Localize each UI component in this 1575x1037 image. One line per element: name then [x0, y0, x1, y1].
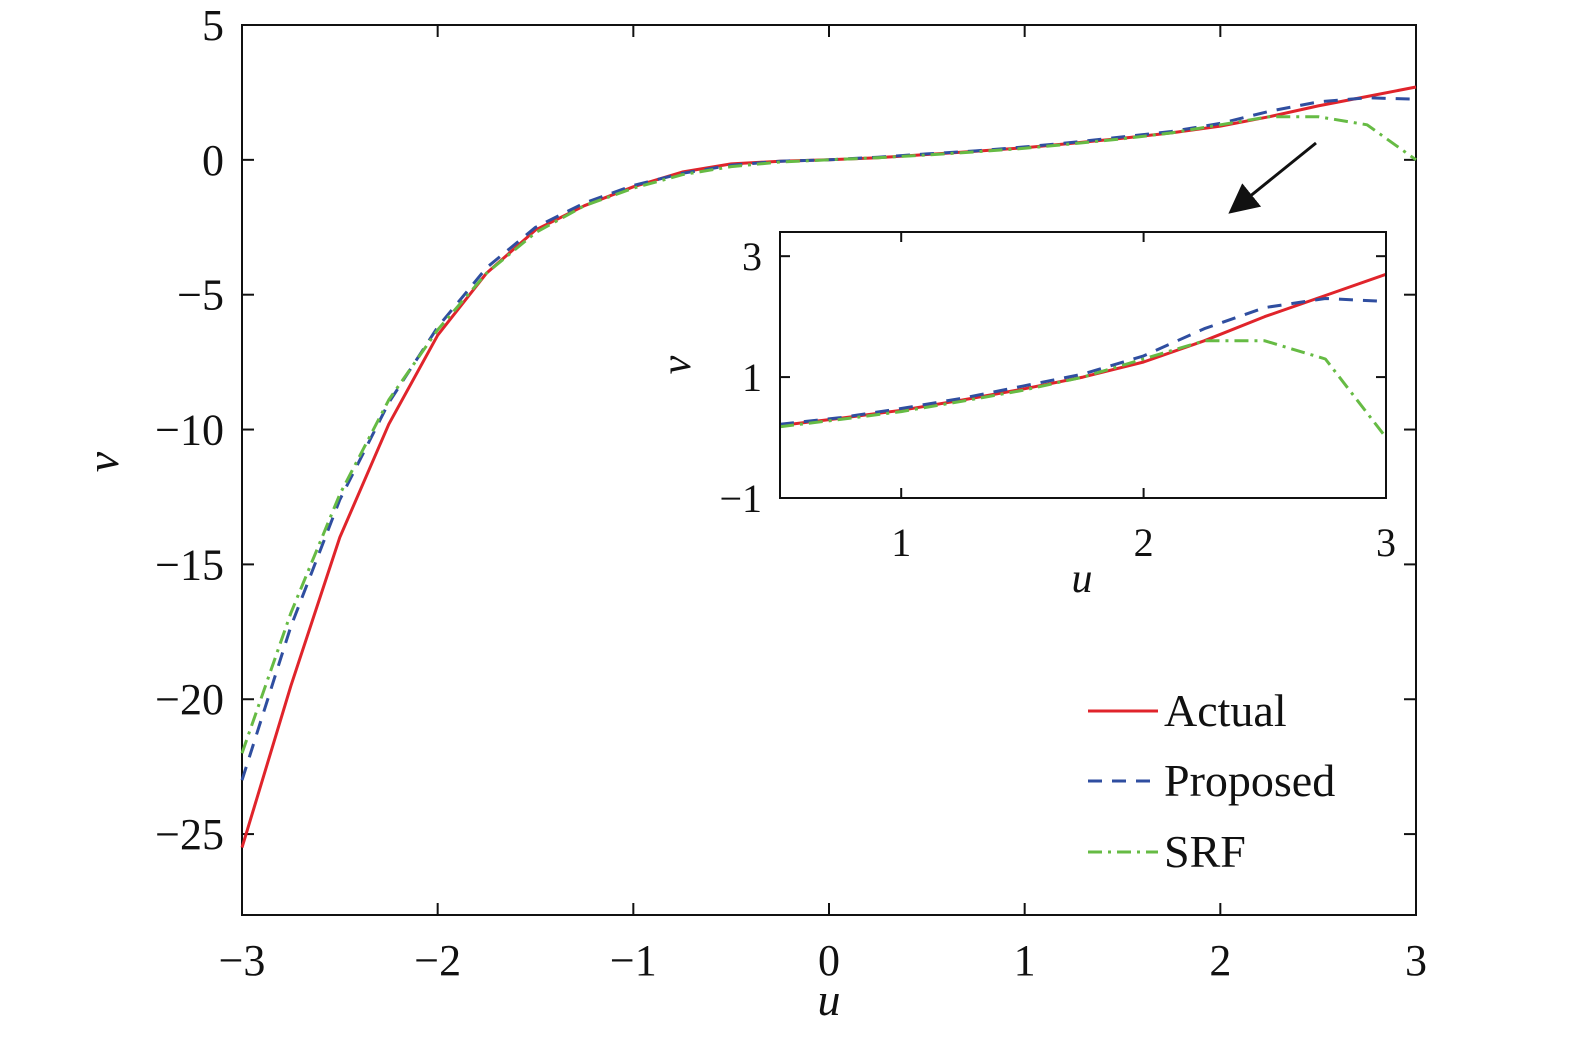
- main-ticks: −3 −2 −1 0 1 2 3−25−20−15−10−505: [155, 1, 1427, 985]
- y-tick-label: 1: [742, 355, 762, 400]
- legend-label-srf: SRF: [1164, 826, 1246, 877]
- x-tick-label: 3: [1405, 936, 1427, 985]
- x-tick-label: 0: [818, 936, 840, 985]
- inset-plot: 1 2 3 −1 1 3 u v: [654, 231, 1396, 602]
- legend-label-proposed: Proposed: [1164, 755, 1335, 806]
- main-plot: −3 −2 −1 0 1 2 3−25−20−15−10−505 u v: [77, 1, 1427, 1025]
- y-tick-label: −10: [155, 406, 224, 455]
- inset-y-axis-title: v: [654, 355, 700, 374]
- x-tick-label: 1: [891, 520, 911, 565]
- inset-x-axis-title: u: [1072, 556, 1093, 602]
- y-tick-label: 0: [202, 136, 224, 185]
- y-tick-label: −25: [155, 810, 224, 859]
- inset-background: [780, 232, 1386, 498]
- series-line-proposed: [240, 96, 1417, 781]
- x-tick-label: −3: [219, 936, 266, 985]
- y-tick-label: −20: [155, 675, 224, 724]
- series-line-srf: [240, 115, 1417, 754]
- inset-ticks: 1 2 3 −1 1 3: [719, 232, 1396, 565]
- series-line-srf: [780, 339, 1386, 439]
- main-x-axis-title: u: [818, 974, 841, 1025]
- x-tick-label: 2: [1134, 520, 1154, 565]
- inset-frame: [779, 231, 1387, 499]
- x-tick-label: −2: [414, 936, 461, 985]
- zoom-arrow: [1228, 141, 1317, 214]
- y-tick-label: −15: [155, 540, 224, 589]
- y-tick-label: 5: [202, 1, 224, 50]
- x-tick-label: −1: [610, 936, 657, 985]
- main-y-axis-title: v: [77, 451, 128, 472]
- legend: Actual Proposed SRF: [1088, 685, 1335, 877]
- y-tick-label: 3: [742, 234, 762, 279]
- legend-label-actual: Actual: [1164, 685, 1287, 736]
- y-tick-label: −1: [719, 476, 762, 521]
- x-tick-label: 3: [1376, 520, 1396, 565]
- y-tick-label: −5: [177, 271, 224, 320]
- x-tick-label: 1: [1014, 936, 1036, 985]
- inset-series: [780, 272, 1386, 439]
- x-tick-label: 2: [1209, 936, 1231, 985]
- main-series: [240, 85, 1417, 849]
- series-line-proposed: [780, 297, 1386, 426]
